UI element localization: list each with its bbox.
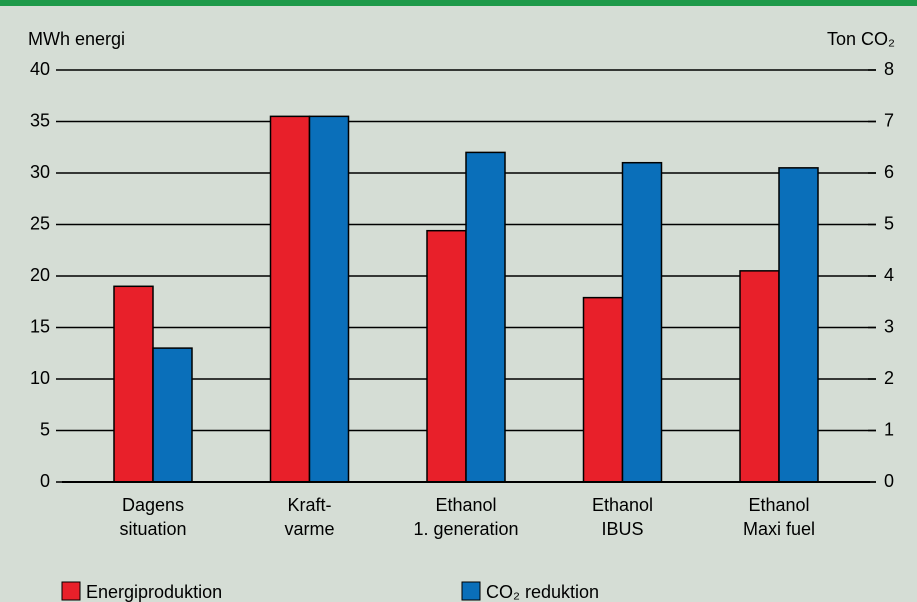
y-tick-label: 40 xyxy=(30,59,50,79)
y-axis-label: MWh energi xyxy=(28,29,125,49)
x-tick-label: Ethanol xyxy=(592,495,653,515)
y2-tick-label: 2 xyxy=(884,368,894,388)
legend-label: Energiproduktion xyxy=(86,582,222,602)
y-tick-label: 30 xyxy=(30,162,50,182)
bar xyxy=(465,151,506,483)
x-tick-label: Maxi fuel xyxy=(743,519,815,539)
y-tick-label: 25 xyxy=(30,213,50,233)
y2-axis-label: Ton CO₂ xyxy=(827,29,895,49)
bar xyxy=(426,229,467,483)
bar xyxy=(739,270,780,483)
y2-tick-label: 5 xyxy=(884,213,894,233)
bar xyxy=(308,115,350,483)
y-tick-label: 10 xyxy=(30,368,50,388)
bar xyxy=(113,285,154,483)
x-tick-label: Kraft- xyxy=(287,495,331,515)
y2-tick-label: 4 xyxy=(884,265,894,285)
bar xyxy=(778,167,819,483)
y-tick-label: 15 xyxy=(30,316,50,336)
x-tick-label: Dagens xyxy=(122,495,184,515)
legend-swatch xyxy=(461,581,481,601)
bar xyxy=(582,296,624,483)
x-tick-label: situation xyxy=(119,519,186,539)
y2-tick-label: 6 xyxy=(884,162,894,182)
x-tick-label: IBUS xyxy=(601,519,643,539)
y2-tick-label: 7 xyxy=(884,110,894,130)
y-tick-label: 35 xyxy=(30,110,50,130)
y-tick-label: 0 xyxy=(40,471,50,491)
x-tick-label: 1. generation xyxy=(413,519,518,539)
x-tick-label: Ethanol xyxy=(748,495,809,515)
y-tick-label: 5 xyxy=(40,419,50,439)
y2-tick-label: 0 xyxy=(884,471,894,491)
y2-tick-label: 1 xyxy=(884,419,894,439)
y2-tick-label: 8 xyxy=(884,59,894,79)
top-bar xyxy=(0,0,917,6)
y-tick-label: 20 xyxy=(30,265,50,285)
x-tick-label: varme xyxy=(284,519,334,539)
legend-swatch xyxy=(61,581,81,601)
x-tick-label: Ethanol xyxy=(435,495,496,515)
y2-tick-label: 3 xyxy=(884,316,894,336)
legend-label: CO₂ reduktion xyxy=(486,582,599,602)
bar xyxy=(621,161,663,483)
bar xyxy=(152,347,193,483)
bar xyxy=(269,115,311,483)
